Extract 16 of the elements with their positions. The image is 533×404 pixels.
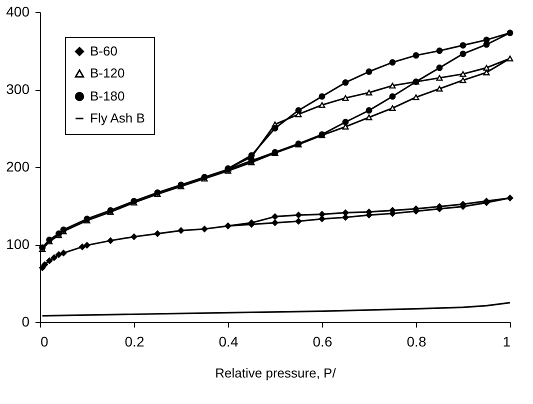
- y-tick-label: 300: [6, 81, 30, 97]
- legend-label: B-60: [90, 44, 118, 58]
- x-axis-title: Relative pressure, P/: [215, 366, 336, 380]
- y-tick-label: 100: [6, 236, 30, 252]
- legend-label: B-180: [90, 88, 125, 104]
- x-tick-label: 0.4: [218, 334, 238, 350]
- y-tick-label: 200: [6, 158, 30, 174]
- legend-label: Fly Ash B: [90, 110, 145, 126]
- legend-label: B-120: [90, 66, 125, 80]
- x-tick-label: 1: [502, 334, 511, 350]
- y-tick-label: 400: [6, 4, 30, 20]
- x-tick-label: 0.2: [124, 334, 144, 350]
- x-tick-label: 0.6: [312, 334, 332, 350]
- y-tick-label: 0: [22, 314, 30, 330]
- x-tick-label: 0.8: [406, 334, 426, 350]
- x-tick-label: 0: [40, 334, 48, 350]
